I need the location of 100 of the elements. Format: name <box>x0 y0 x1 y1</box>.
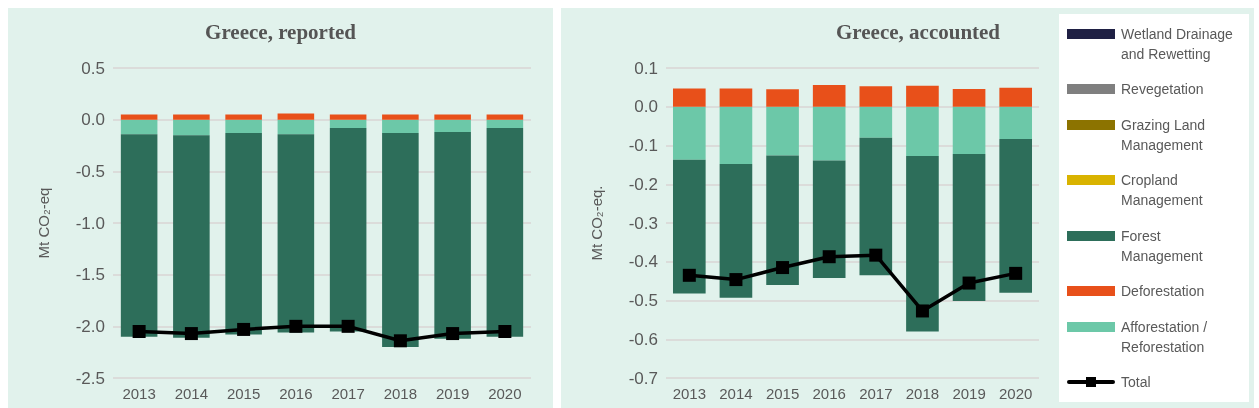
bar <box>906 155 939 332</box>
bar <box>382 114 419 120</box>
y-tick-label: -0.3 <box>628 213 658 233</box>
chart-title: Greece, reported <box>205 19 357 44</box>
y-tick-label: 0.5 <box>81 58 105 78</box>
y-tick-label: 0.0 <box>81 110 105 130</box>
bar <box>486 114 524 120</box>
bar <box>173 135 210 338</box>
x-tick-label: 2020 <box>999 385 1033 402</box>
bar <box>766 89 799 107</box>
bar <box>434 119 471 133</box>
point <box>729 273 743 287</box>
bar <box>225 133 262 335</box>
bar <box>719 164 753 298</box>
x-tick-label: 2014 <box>719 385 753 402</box>
point <box>776 261 790 275</box>
y-tick-label: -0.7 <box>628 368 658 388</box>
y-tick-label: -2.5 <box>75 368 105 388</box>
x-tick-label: 2013 <box>122 385 156 402</box>
bar <box>952 88 986 107</box>
y-tick-label: 0.0 <box>634 97 658 117</box>
y-tick-label: -0.2 <box>628 174 658 194</box>
point <box>822 250 836 264</box>
bar <box>434 132 471 339</box>
legend-label: Deforestation <box>1121 282 1206 302</box>
bar <box>999 106 1033 139</box>
bar <box>999 87 1033 107</box>
legend-label: Wetland Drainage and Rewetting <box>1121 25 1234 64</box>
y-axis-title: Mt CO₂-eq. <box>588 185 605 261</box>
bar <box>999 138 1033 293</box>
y-tick-label: -1.5 <box>75 265 105 285</box>
x-tick-label: 2014 <box>174 385 209 402</box>
bar <box>859 137 893 276</box>
point <box>682 268 696 282</box>
bar <box>812 106 846 161</box>
legend-label: Total <box>1121 372 1152 392</box>
y-tick-label: 0.1 <box>634 58 658 78</box>
bar <box>225 114 262 120</box>
legend-label: Forest Management <box>1121 226 1204 266</box>
bar <box>382 119 419 134</box>
x-tick-label: 2015 <box>765 385 800 402</box>
x-tick-label: 2013 <box>672 385 706 402</box>
bar <box>120 134 158 337</box>
legend-label: Cropland Management <box>1121 171 1204 211</box>
bar <box>859 106 893 138</box>
bar <box>120 114 158 120</box>
bar <box>812 85 846 107</box>
point <box>1009 266 1023 280</box>
bar <box>906 85 939 107</box>
x-tick-label: 2017 <box>331 385 365 402</box>
bar <box>329 114 367 120</box>
bar <box>329 119 367 128</box>
legend-label: Afforestation / Reforestation <box>1121 317 1209 357</box>
legend-label: Revegetation <box>1121 80 1205 100</box>
x-tick-label: 2018 <box>905 385 940 402</box>
bar <box>672 159 706 294</box>
bar <box>225 119 262 134</box>
x-tick-label: 2016 <box>279 385 313 402</box>
bar <box>719 88 753 107</box>
x-tick-label: 2018 <box>383 385 418 402</box>
y-axis-title: Mt CO₂-eq <box>35 187 52 259</box>
bar <box>173 114 210 120</box>
bar <box>277 134 315 333</box>
bar <box>672 88 706 107</box>
bar <box>766 106 799 156</box>
bar <box>672 106 706 160</box>
x-tick-label: 2016 <box>812 385 846 402</box>
bar <box>486 119 524 128</box>
y-tick-label: -2.0 <box>75 316 105 336</box>
y-tick-label: -0.1 <box>628 136 658 155</box>
x-tick-label: 2020 <box>488 385 522 402</box>
point <box>962 276 976 290</box>
x-tick-label: 2015 <box>226 385 261 402</box>
bar <box>277 113 315 120</box>
point <box>915 304 929 318</box>
point <box>869 248 883 262</box>
bar <box>812 160 846 279</box>
x-tick-label: 2019 <box>435 385 470 402</box>
bar <box>906 106 939 156</box>
bar <box>277 119 315 135</box>
bar <box>952 106 986 155</box>
bar <box>329 127 367 332</box>
x-tick-label: 2017 <box>859 385 893 402</box>
y-tick-label: -1.0 <box>75 213 105 233</box>
chart-title: Greece, accounted <box>836 19 1001 44</box>
bar <box>859 86 893 107</box>
y-tick-label: -0.5 <box>628 291 658 310</box>
bar <box>766 155 799 285</box>
x-tick-label: 2019 <box>952 385 986 402</box>
y-tick-label: -0.5 <box>75 161 105 181</box>
y-tick-label: -0.4 <box>628 252 658 272</box>
bar <box>434 114 471 120</box>
bar <box>173 119 210 136</box>
legend-label: Grazing Land Management <box>1121 115 1207 155</box>
bar <box>382 133 419 347</box>
bar <box>952 154 986 301</box>
bar <box>120 119 158 135</box>
bar <box>719 106 753 165</box>
y-tick-label: -0.6 <box>628 329 658 349</box>
bar <box>486 127 524 337</box>
